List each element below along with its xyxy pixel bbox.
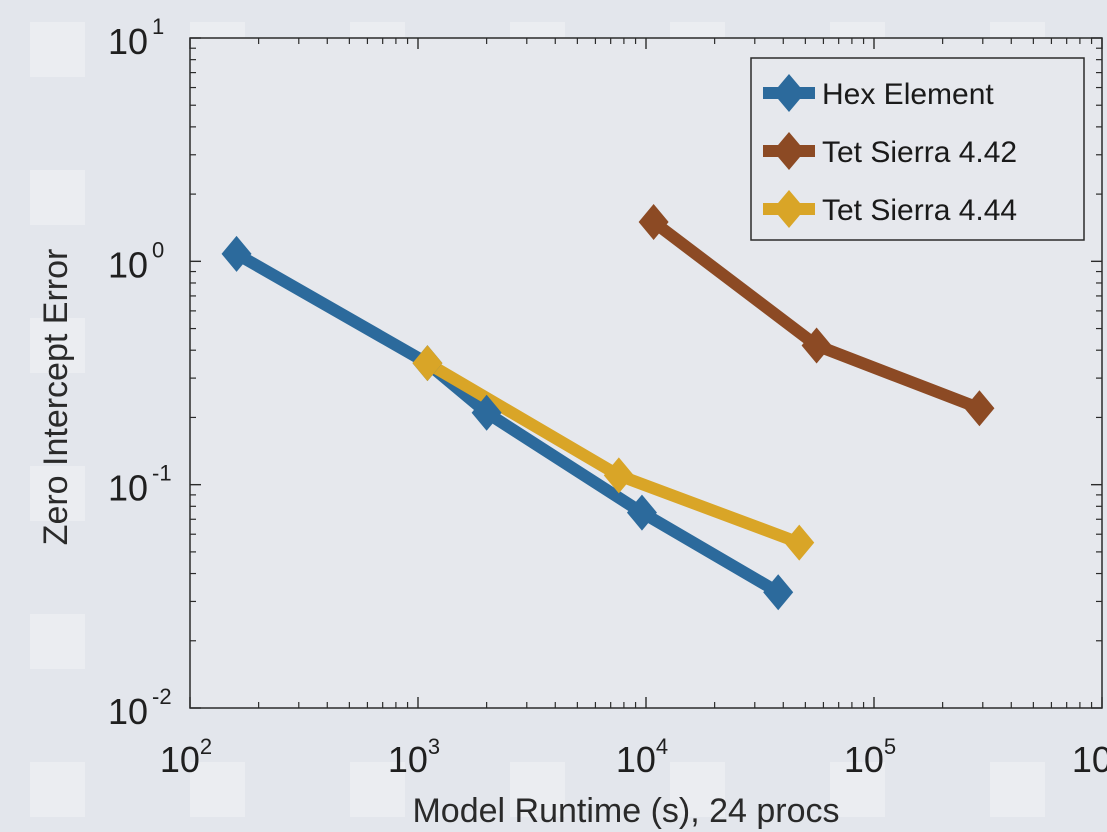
legend-label: Tet Sierra 4.44 [822,194,1017,227]
series-marker-0 [763,574,794,611]
major-ticks [189,37,1103,709]
x-tick-label: 106 [1072,734,1107,780]
background-tile [30,170,85,225]
y-tick-label: 10 1 [108,14,164,62]
x-tick-label: 105 [844,734,896,780]
background-tile [30,466,85,521]
series-marker-2 [603,457,634,494]
x-tick-label: 103 [388,734,440,780]
series-marker-1 [801,327,832,364]
background-tile [990,762,1045,817]
x-axis-label: Model Runtime (s), 24 procs [412,792,839,830]
minor-ticks [190,38,1102,708]
y-tick-label: 10 0 [108,237,164,285]
x-tick-label: 102 [160,734,212,780]
background-tile [190,762,245,817]
background-tile [30,318,85,373]
series-marker-2 [784,524,815,561]
background-tile [670,762,725,817]
background-tile [830,762,885,817]
series-marker-0 [221,235,252,272]
legend-label: Hex Element [822,78,994,111]
legend: Hex Element Tet Sierra 4.42 Tet Sierra 4.4… [750,57,1085,241]
background-tile [30,22,85,77]
background-tile [30,614,85,669]
y-axis-label: Zero Intercept Error [37,249,75,546]
legend-swatch-marker [773,132,805,170]
y-tick-label: 10 -2 [108,684,172,732]
series-marker-1 [964,390,995,427]
legend-swatch-marker [773,74,805,112]
background-tile [30,762,85,817]
legend-label: Tet Sierra 4.42 [822,136,1017,169]
legend-entries: Hex Element Tet Sierra 4.42 Tet Sierra 4.4… [763,74,1017,228]
y-tick-label: 10 -1 [108,461,172,509]
series-marker-1 [638,204,669,241]
legend-swatch-marker [773,190,805,228]
series-marker-2 [412,345,443,382]
background-tile [350,762,405,817]
background-tile [510,762,565,817]
series-marker-0 [626,494,657,531]
series-markers [221,204,995,611]
series-marker-0 [471,394,502,431]
x-tick-labels: 102 103 104 105 106 [160,734,1107,780]
x-tick-label: 104 [616,734,668,780]
